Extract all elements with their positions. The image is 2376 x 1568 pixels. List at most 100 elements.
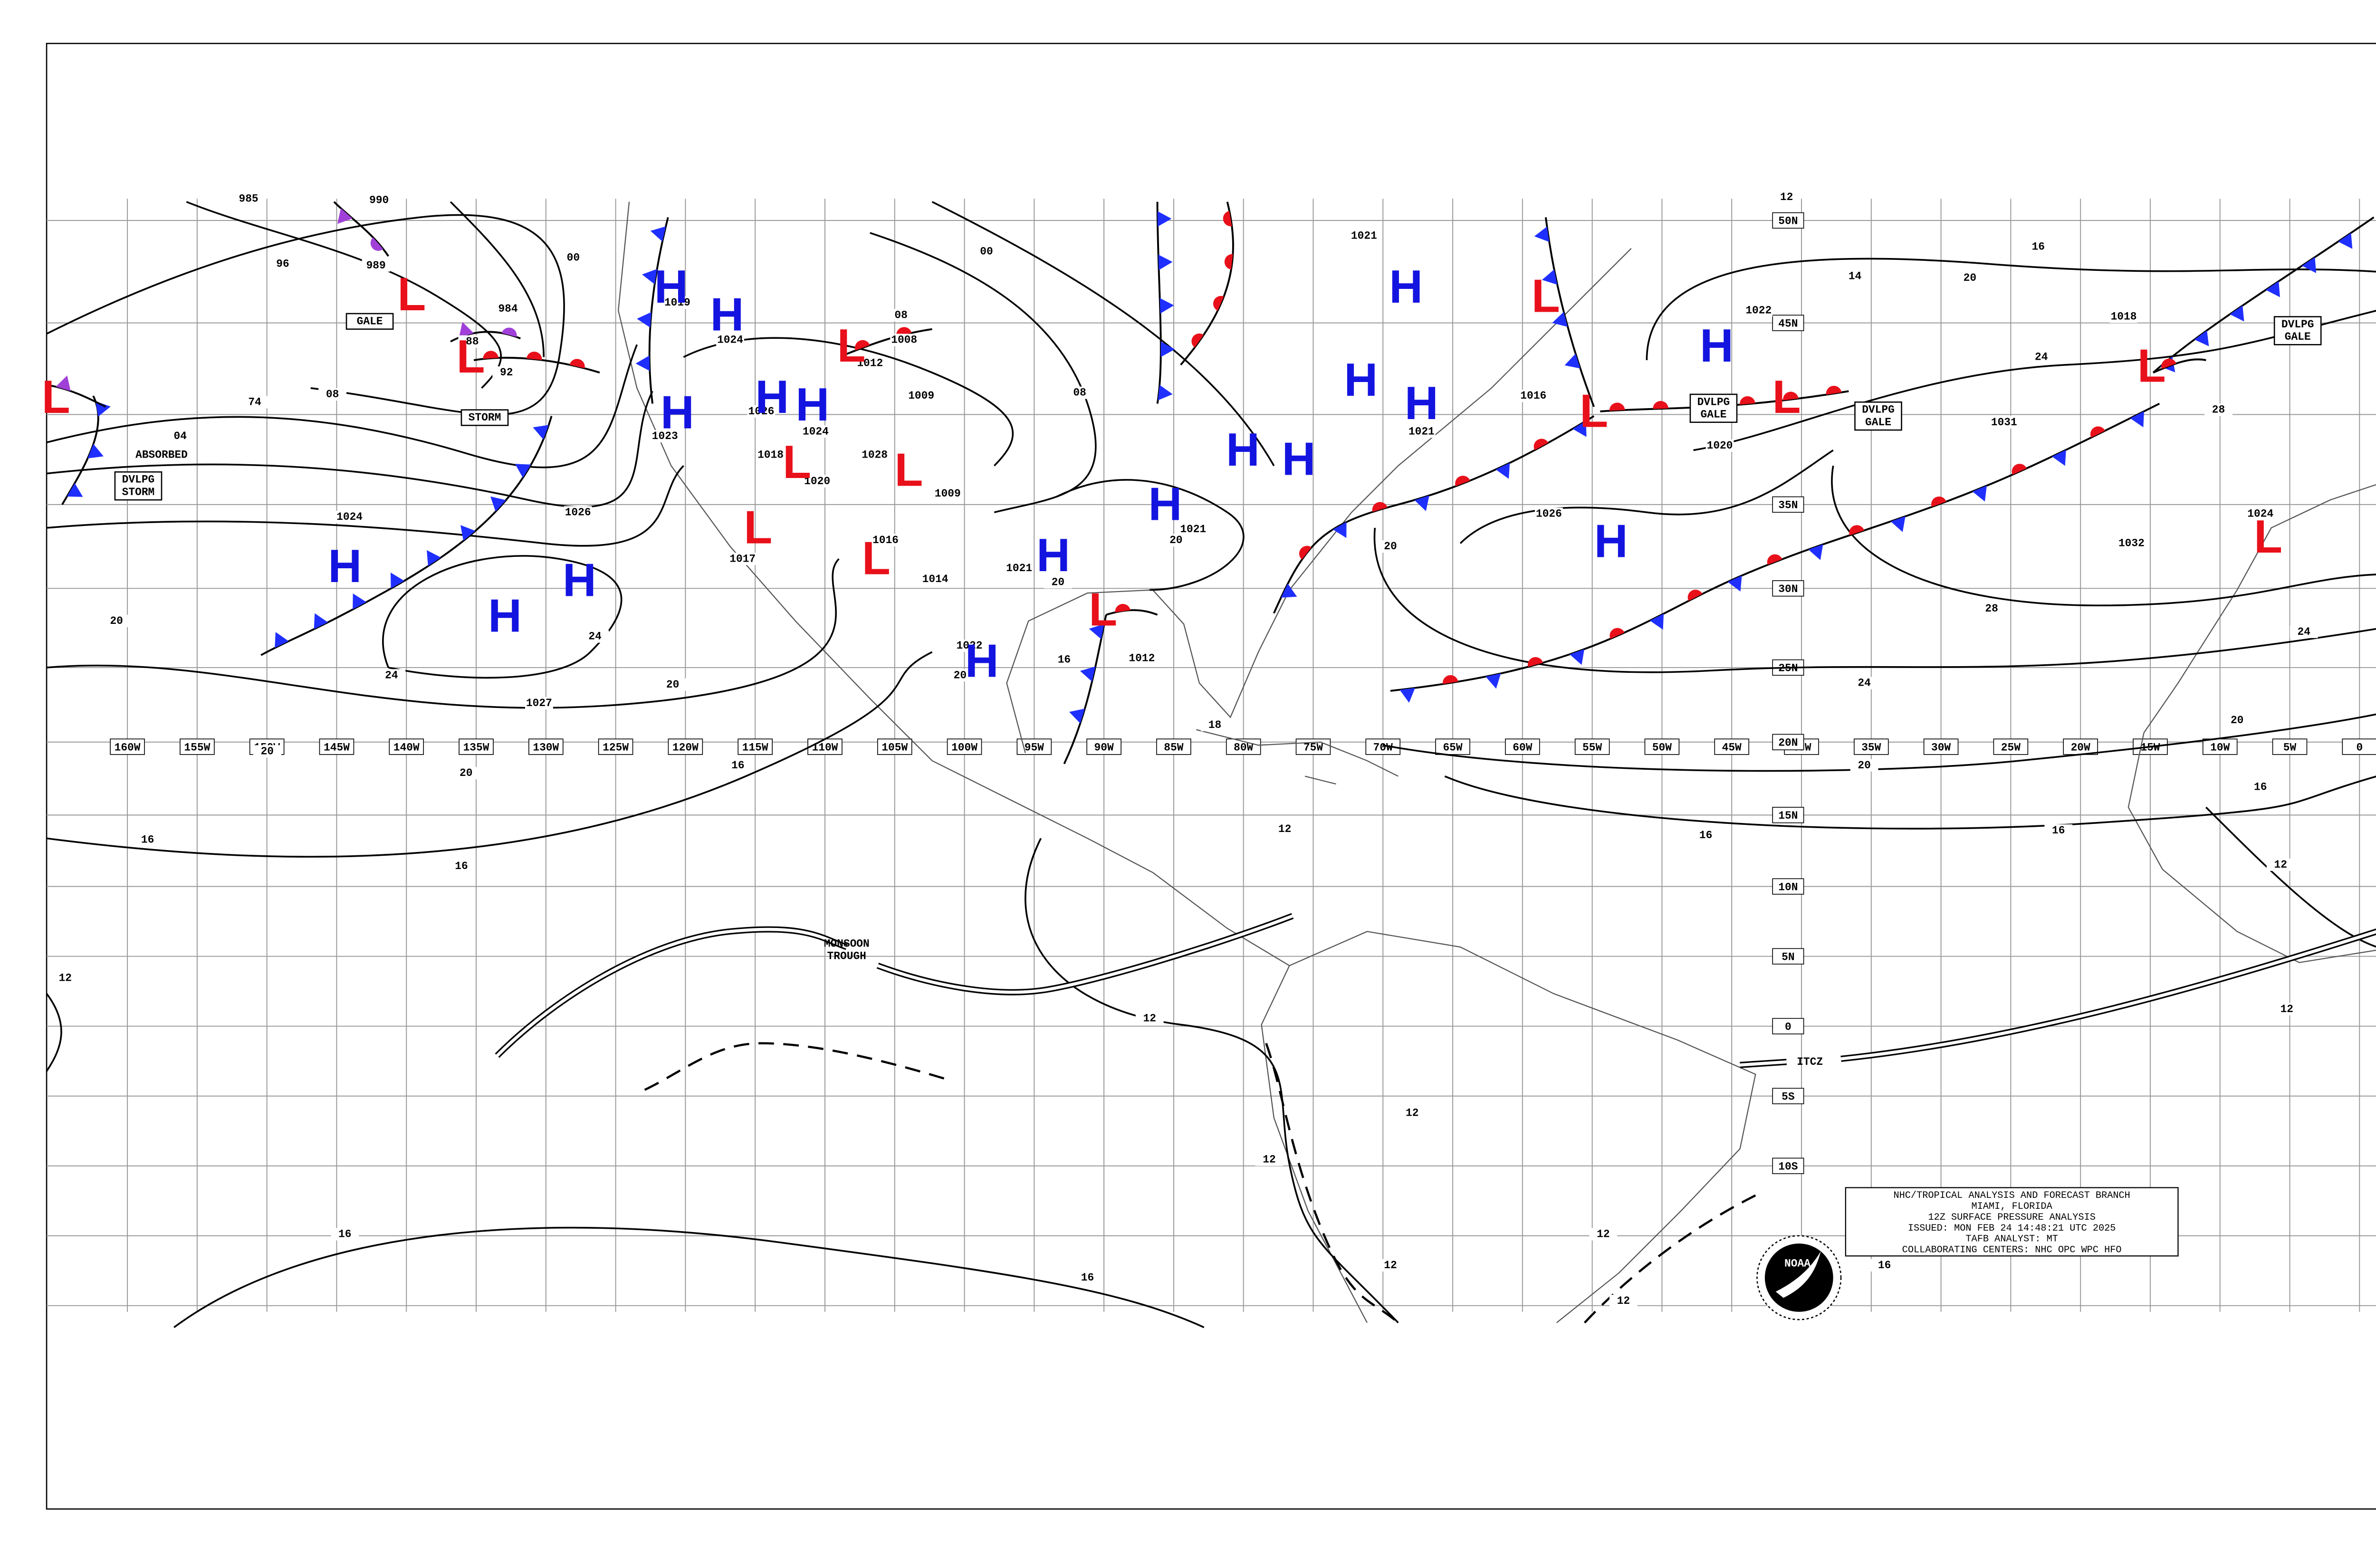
isobar-label: 24 — [1858, 677, 1871, 689]
front-triangle — [1572, 421, 1587, 437]
label-bg — [1407, 425, 1436, 438]
isobar — [1056, 479, 1245, 591]
isobar-label: 20 — [460, 767, 472, 779]
label-bg — [1271, 822, 1299, 835]
isobar-label: 20 — [954, 669, 967, 681]
feature-label: DVLPG — [2281, 318, 2314, 331]
label-bg — [1162, 534, 1190, 547]
label-bg — [1065, 386, 1094, 399]
high-symbol: H — [1036, 529, 1070, 581]
longitude-label: 90W — [1094, 741, 1114, 754]
latitude-label: 35N — [1778, 499, 1798, 512]
label-bg — [1850, 677, 1878, 689]
feature-label: TROUGH — [827, 950, 866, 963]
front-line — [1063, 614, 1107, 765]
front-semicircle — [1826, 385, 1842, 395]
longitude-label: 145W — [324, 741, 350, 754]
label-box — [1854, 738, 1889, 755]
feature-box — [2273, 316, 2322, 345]
frame — [46, 43, 2376, 1510]
front-triangle — [642, 269, 657, 285]
label-box — [1295, 738, 1331, 755]
label-bg — [166, 430, 194, 443]
label-box — [319, 738, 354, 755]
label-bg — [362, 259, 390, 272]
low-symbol: L — [397, 268, 426, 320]
front-semicircle — [1443, 675, 1458, 684]
isobar-label: 14 — [1849, 270, 1862, 283]
isobar-label: 1023 — [652, 430, 678, 442]
front-line — [1544, 217, 1595, 407]
longitude-label: 65W — [1443, 741, 1462, 754]
label-bg — [921, 573, 949, 585]
feature-label: GALE — [2285, 331, 2311, 343]
isobar-label: 12 — [2280, 1003, 2293, 1015]
label-bg — [458, 335, 487, 348]
label-bg — [1744, 304, 1773, 317]
isobar — [382, 555, 623, 679]
latitude-label: 5S — [1782, 1090, 1794, 1103]
isobar-label: 1012 — [857, 357, 883, 370]
isobar-label: 1026 — [1536, 508, 1562, 520]
front-semicircle — [1687, 590, 1703, 601]
label-bg — [240, 396, 269, 409]
isobar-label: 1014 — [922, 573, 948, 585]
trough — [1583, 1194, 1756, 1324]
high-symbol: H — [710, 288, 744, 341]
latitude-label: 20N — [1778, 736, 1798, 749]
isobar-label: 1022 — [957, 640, 983, 652]
label-bg — [1519, 390, 1548, 402]
front-triangle — [490, 496, 506, 512]
front-triangle — [2130, 411, 2144, 428]
label-bg — [861, 449, 889, 461]
front-triangle — [1727, 575, 1742, 592]
label-box — [598, 738, 633, 755]
label-box — [1772, 1088, 1804, 1104]
label-bg — [946, 669, 974, 682]
front-triangle — [459, 322, 474, 338]
front-line — [2152, 216, 2375, 373]
low-symbol: L — [1772, 371, 1801, 423]
isobar-label: 989 — [366, 259, 386, 272]
label-bg — [1850, 759, 1878, 772]
front-semicircle — [1767, 554, 1782, 565]
logo-bird — [1775, 1251, 1821, 1298]
isobar-label: 985 — [239, 192, 258, 205]
isobar-label: 18 — [1208, 719, 1221, 731]
info-lines: NHC/TROPICAL ANALYSIS AND FORECAST BRANC… — [1893, 1190, 2130, 1255]
label-box — [1644, 738, 1680, 755]
front-triangle — [1159, 298, 1174, 314]
label-bg — [724, 759, 752, 772]
low-symbol: L — [837, 319, 866, 372]
label-box — [1772, 878, 1804, 895]
label-box — [1772, 807, 1804, 823]
isobar-label: 16 — [731, 759, 744, 772]
label-bg — [1841, 270, 1869, 283]
front-triangle — [1534, 226, 1550, 242]
low-symbol: L — [895, 443, 923, 496]
front-triangle — [1160, 341, 1175, 357]
longitude-label: 120W — [672, 741, 699, 754]
label-bg — [2246, 507, 2275, 520]
monsoon-trough-inner — [877, 914, 1293, 994]
label-bg — [492, 366, 521, 379]
label-bg — [2266, 858, 2295, 871]
monsoon-trough-inner — [496, 927, 847, 1057]
isobar-label: 1024 — [803, 425, 829, 438]
isobar-label: 16 — [2052, 824, 2065, 837]
front-semicircle — [2012, 464, 2027, 475]
front-triangle — [2194, 330, 2209, 346]
front-triangle — [87, 444, 104, 459]
label-bg — [2027, 351, 2056, 363]
front-triangle — [1564, 354, 1581, 369]
front-line — [648, 217, 669, 404]
front-line — [333, 201, 389, 257]
front-line — [46, 384, 106, 408]
front-line — [1156, 201, 1162, 404]
isobar-label: 1018 — [2111, 311, 2137, 323]
front-triangle — [1157, 211, 1172, 227]
label-bg — [803, 475, 832, 488]
front-semicircle — [1653, 401, 1669, 409]
longitude-label: 85W — [1164, 741, 1183, 754]
